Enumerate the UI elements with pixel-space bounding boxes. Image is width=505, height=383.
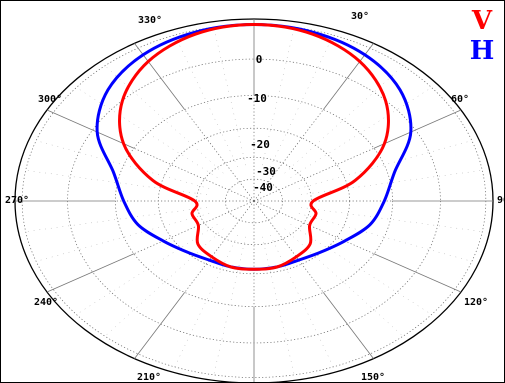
angle-label-150: 150° [361, 372, 385, 382]
angle-label-210: 210° [137, 372, 161, 382]
series-v-point-45 [385, 100, 386, 101]
minor-radial-350 [213, 27, 246, 166]
minor-radial-200 [174, 235, 238, 368]
inner-spoke-150 [253, 200, 324, 293]
series-v-point-180 [253, 269, 254, 270]
series-v-point-240 [198, 225, 199, 226]
angle-label-90: 90 [497, 195, 504, 206]
spoke-300 [46, 109, 135, 149]
radial-label-4: -40 [253, 181, 273, 194]
grid-ring-5 [224, 178, 284, 224]
inner-spoke-300 [133, 147, 255, 202]
minor-radial-10 [262, 27, 295, 166]
series-v-point-195 [230, 266, 231, 267]
series-h-point-90 [384, 200, 385, 201]
series-v-point-75 [355, 180, 356, 181]
series-h-point-105 [369, 224, 370, 225]
radial-label-2: -20 [250, 138, 270, 151]
series-h-point-255 [137, 224, 138, 225]
inner-spoke-120 [253, 200, 375, 255]
minor-radial-340 [174, 34, 238, 167]
minor-radial-70 [298, 140, 472, 189]
angle-label-60: 60° [451, 94, 469, 105]
minor-radial-250 [36, 213, 210, 262]
spoke-210 [134, 292, 186, 359]
polar-series [95, 23, 413, 271]
legend-label-h: H [470, 36, 495, 66]
polar-grid [14, 18, 494, 382]
series-h-point-315 [107, 89, 108, 90]
series-v-point-345 [195, 34, 196, 35]
minor-radial-100 [301, 207, 483, 232]
series-v-point-15 [312, 34, 313, 35]
minor-radial-110 [298, 213, 472, 262]
series-h-point-210 [209, 260, 210, 261]
series-h-point-45 [399, 89, 400, 90]
inner-spoke-210 [184, 200, 255, 293]
series-h-point-240 [163, 240, 164, 241]
series-h-point-225 [186, 251, 187, 252]
series-v-point-285 [152, 180, 153, 181]
series-h-point-150 [298, 260, 299, 261]
series-h-point-75 [394, 172, 395, 173]
series-h-point-270 [123, 200, 124, 201]
series-v-point-225 [197, 243, 198, 244]
series-h-point-30 [364, 54, 365, 55]
legend-label-v: V [471, 6, 493, 36]
spoke-240 [46, 253, 135, 293]
minor-radial-20 [270, 34, 334, 167]
series-h-point-120 [344, 240, 345, 241]
angle-label-300: 300° [38, 94, 62, 105]
series-v-point-210 [211, 256, 212, 257]
minor-radial-230 [76, 224, 218, 315]
inner-spoke-240 [133, 200, 255, 255]
series-v-point-105 [315, 213, 316, 214]
inner-spoke-60 [253, 147, 375, 202]
minor-radial-170 [262, 236, 295, 375]
series-v-point-150 [296, 256, 297, 257]
minor-radial-130 [290, 224, 432, 315]
series-v-point-270 [194, 200, 195, 201]
series-h-point-60 [410, 131, 411, 132]
spoke-120 [373, 253, 462, 293]
radial-label-0: 0 [256, 53, 263, 66]
series-h-point-300 [97, 131, 98, 132]
series-h-point-135 [320, 251, 321, 252]
series-v-point-330 [148, 61, 149, 62]
radial-label-3: -30 [256, 165, 276, 178]
series-v-point-255 [191, 213, 192, 214]
minor-radial-310 [76, 87, 218, 178]
series-v-point-300 [123, 143, 124, 144]
legend: VH [470, 6, 495, 66]
series-h-point-330 [143, 54, 144, 55]
inner-spoke-30 [253, 109, 324, 202]
series-v-point-135 [310, 243, 311, 244]
minor-radial-190 [213, 236, 246, 375]
spoke-60 [373, 109, 462, 149]
series-h-point-285 [113, 172, 114, 173]
inner-spoke-330 [184, 109, 255, 202]
angle-label-330: 330° [138, 15, 162, 26]
series-v-point-315 [122, 100, 123, 101]
series-v-point-120 [309, 225, 310, 226]
minor-radial-290 [36, 140, 210, 189]
series-v-point-60 [384, 143, 385, 144]
series-v-point-30 [359, 61, 360, 62]
polar-labels: 30° 60° 90 120° 150° 210° 240° 270° 300° 330° 0 -10… [5, 11, 504, 382]
angle-label-30: 30° [351, 11, 369, 22]
angle-label-120: 120° [464, 297, 488, 308]
angle-label-270: 270° [5, 195, 29, 206]
radial-label-1: -10 [247, 92, 267, 105]
angle-label-240: 240° [34, 297, 58, 308]
minor-radial-50 [290, 87, 432, 178]
spoke-150 [322, 292, 374, 359]
series-v-line [118, 23, 390, 271]
series-v-point-90 [313, 200, 314, 201]
series-v-point-0 [253, 24, 254, 25]
series-v-point-165 [277, 266, 278, 267]
minor-radial-160 [270, 235, 334, 368]
